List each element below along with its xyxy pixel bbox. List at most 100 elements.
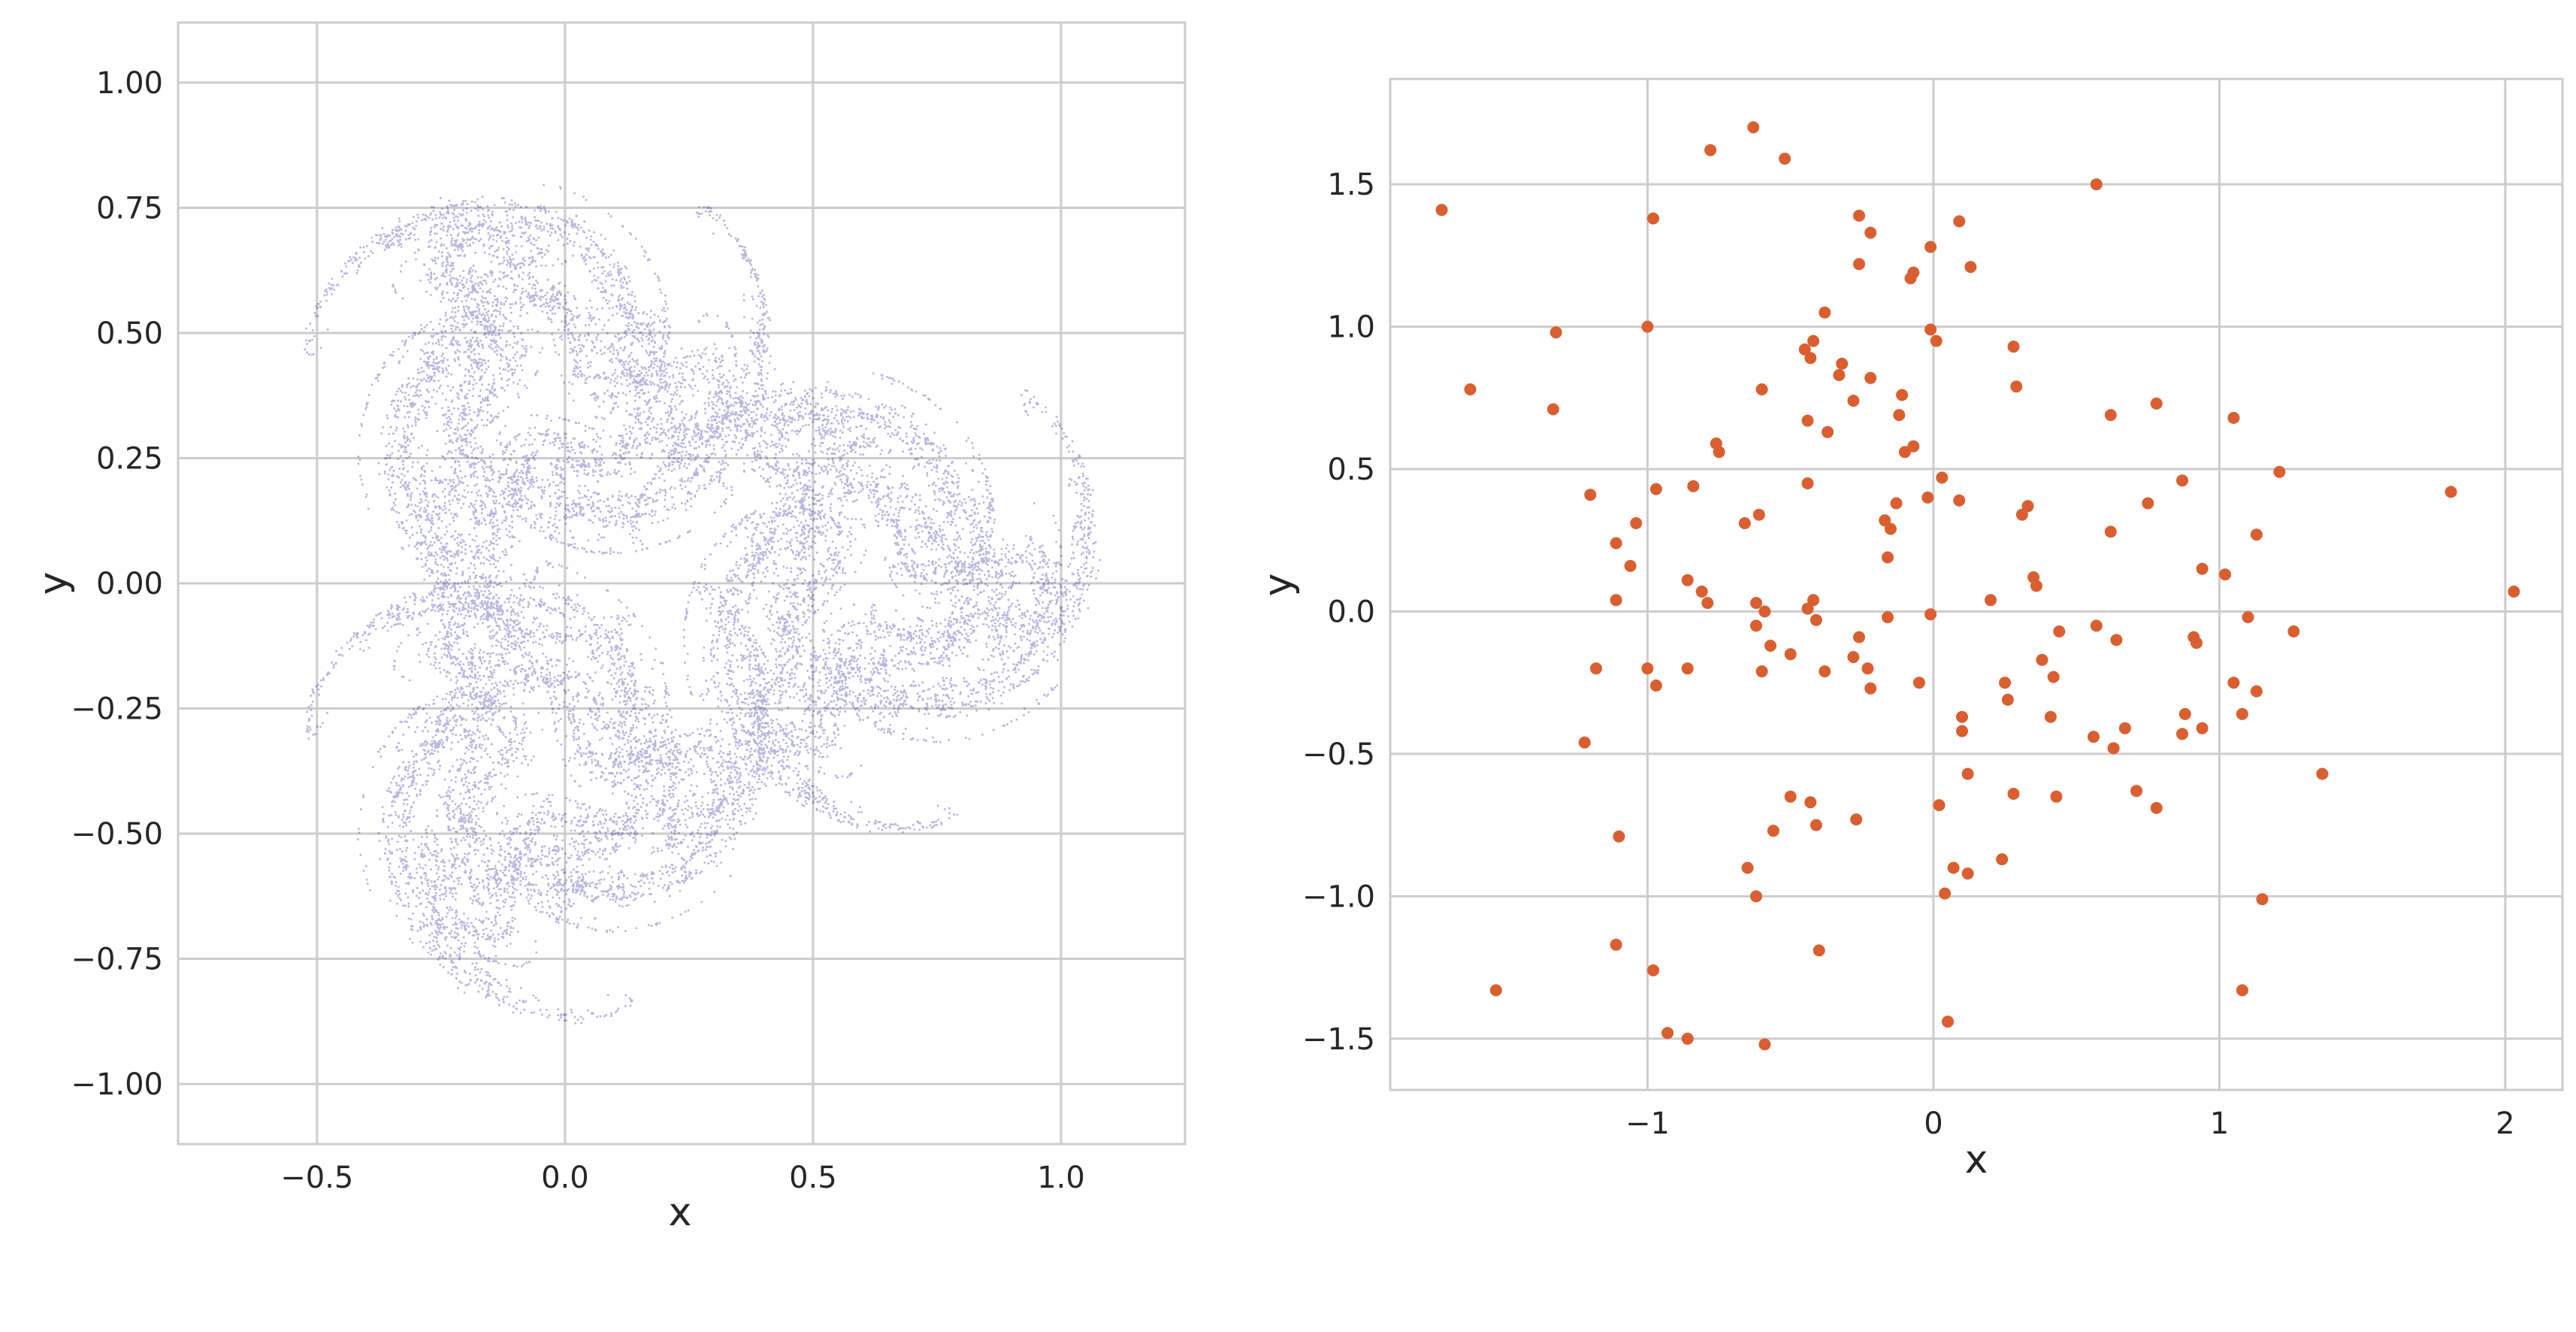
scatter-point (2007, 341, 2020, 353)
scatter-point (1999, 677, 2011, 689)
scatter-point (1853, 209, 1865, 222)
scatter-point (1810, 613, 1822, 626)
scatter-point (1713, 446, 1725, 459)
left-x-axis-label: x (669, 1190, 692, 1235)
y-tick-label: 1.5 (1327, 168, 1375, 202)
scatter-point (2178, 707, 2191, 720)
right-plot-frame (1389, 77, 2564, 1091)
scatter-point (1624, 559, 1637, 572)
scatter-point (2196, 562, 2209, 575)
y-tick-label: −0.75 (71, 943, 163, 977)
scatter-point (1924, 608, 1937, 621)
scatter-point (2242, 611, 2254, 624)
scatter-point (1801, 602, 1814, 615)
y-tick-label: −0.25 (71, 692, 163, 727)
scatter-point (1882, 611, 1894, 624)
scatter-point (1750, 597, 1762, 610)
scatter-point (1755, 383, 1768, 395)
scatter-point (2001, 693, 2014, 706)
scatter-point (1836, 357, 1849, 370)
scatter-point (1804, 796, 1817, 809)
scatter-point (2142, 497, 2154, 510)
scatter-point (2130, 785, 2143, 798)
scatter-point (1884, 522, 1897, 535)
scatter-point (1701, 597, 1714, 610)
scatter-point (2050, 790, 2063, 803)
scatter-point (1784, 648, 1797, 661)
scatter-point (1819, 306, 1831, 319)
scatter-point (1864, 226, 1877, 239)
x-tick-label: −1 (1625, 1106, 1670, 1141)
y-tick-label: 0.50 (96, 316, 163, 351)
scatter-point (1767, 825, 1779, 837)
right-x-tick-labels: −1 0 1 2 (1625, 1106, 2515, 1141)
scatter-point (1819, 665, 1831, 678)
scatter-point (1907, 440, 1920, 453)
scatter-point (2250, 685, 2263, 698)
y-tick-label: −0.5 (1302, 737, 1375, 772)
x-tick-label: 1 (2210, 1106, 2229, 1141)
scatter-point (1649, 680, 1662, 692)
scatter-point (1921, 491, 1934, 504)
scatter-point (1584, 489, 1597, 501)
right-gridlines (1390, 79, 2562, 1090)
scatter-point (1784, 790, 1797, 803)
scatter-point (1681, 1032, 1694, 1045)
scatter-point (1747, 121, 1760, 134)
right-x-axis-label: x (1965, 1137, 1988, 1182)
scatter-point (1752, 508, 1765, 521)
scatter-point (1750, 890, 1762, 903)
scatter-point (2191, 637, 2203, 649)
scatter-point (1996, 853, 2009, 866)
scatter-point (1953, 215, 1966, 228)
scatter-point (2150, 397, 2163, 410)
scatter-point (2227, 677, 2240, 689)
scatter-point (1907, 266, 1920, 279)
scatter-point (1847, 651, 1860, 664)
scatter-point (1933, 799, 1946, 812)
left-y-tick-labels: −1.00 −0.75 −0.50 −0.25 0.00 0.25 0.50 0.75 1.00 (71, 66, 163, 1102)
scatter-point (1882, 551, 1894, 564)
scatter-point (2053, 625, 2066, 637)
y-tick-label: 1.00 (96, 66, 163, 101)
scatter-point (1647, 964, 1659, 976)
scatter-point (1435, 204, 1448, 216)
scatter-point (1961, 867, 1974, 880)
x-tick-label: 1.0 (1037, 1161, 1085, 1195)
scatter-point (1550, 326, 1562, 339)
scatter-point (2015, 508, 2028, 521)
scatter-point (1807, 594, 1820, 607)
right-scatter-points (1435, 121, 2520, 1051)
scatter-point (1687, 480, 1700, 492)
scatter-point (1942, 1016, 1954, 1028)
scatter-point (1985, 594, 1997, 607)
y-tick-label: −1.00 (71, 1067, 163, 1102)
scatter-point (2236, 707, 2248, 720)
scatter-point (1807, 335, 1820, 347)
scatter-point (1758, 1038, 1771, 1051)
y-tick-label: 0.25 (96, 441, 163, 476)
scatter-point (1810, 819, 1822, 831)
scatter-point (2196, 722, 2209, 734)
scatter-point (2090, 619, 2103, 632)
scatter-point (1741, 861, 1754, 874)
scatter-point (1695, 586, 1708, 598)
scatter-point (1464, 383, 1477, 395)
scatter-point (1578, 736, 1591, 749)
y-tick-label: 0.00 (96, 567, 163, 601)
scatter-point (2508, 586, 2520, 598)
x-tick-label: 0 (1924, 1106, 1943, 1141)
scatter-point (1898, 446, 1911, 459)
scatter-point (2176, 474, 2188, 487)
scatter-point (1738, 517, 1751, 529)
scatter-point (2316, 767, 2329, 780)
scatter-point (2010, 380, 2023, 393)
scatter-point (1649, 483, 1662, 495)
scatter-point (2030, 580, 2042, 592)
attractor-point-cloud (304, 183, 1101, 1025)
scatter-point (1956, 725, 1968, 737)
scatter-point (1853, 631, 1865, 643)
scatter-point (1896, 389, 1909, 401)
scatter-point (1681, 662, 1694, 675)
